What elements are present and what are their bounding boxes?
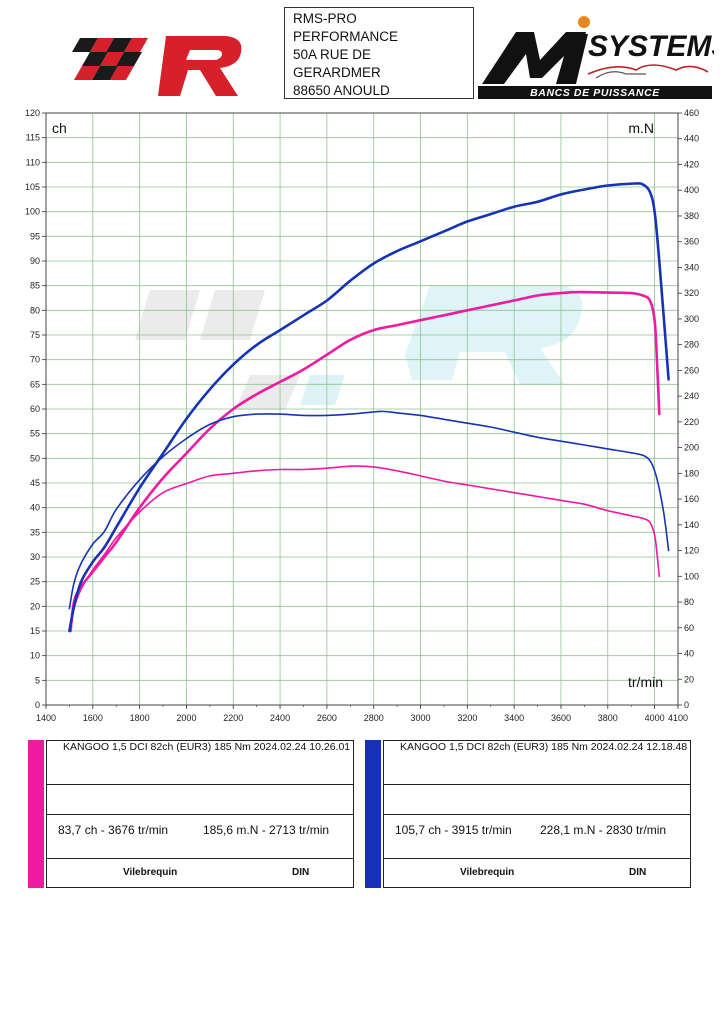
right-tick-label: 140 <box>684 520 699 530</box>
x-tick-label: 3600 <box>551 713 571 723</box>
right-tick-label: 400 <box>684 185 699 195</box>
right-tick-label: 300 <box>684 314 699 324</box>
left-tick-label: 90 <box>30 256 40 266</box>
left-tick-label: 35 <box>30 527 40 537</box>
left-tick-label: 100 <box>25 207 40 217</box>
left-tick-label: 95 <box>30 231 40 241</box>
run-a-color-stripe <box>28 740 44 888</box>
address-line: GERARDMER <box>293 65 381 80</box>
left-tick-label: 60 <box>30 404 40 414</box>
right-unit-label: m.N <box>628 120 654 136</box>
x-tick-label: 4100 <box>668 713 688 723</box>
x-tick-label: 1400 <box>36 713 56 723</box>
measure-method: Vilebrequin <box>460 867 515 878</box>
right-tick-label: 100 <box>684 571 699 581</box>
x-tick-label: 1800 <box>130 713 150 723</box>
left-tick-label: 25 <box>30 577 40 587</box>
max-power: 83,7 ch - 3676 tr/min <box>58 823 169 837</box>
right-tick-label: 380 <box>684 211 699 221</box>
x-tick-label: 3200 <box>457 713 477 723</box>
left-tick-label: 105 <box>25 182 40 192</box>
brand-name: SYSTEMS <box>588 30 714 63</box>
curve-b-power <box>68 182 670 633</box>
right-tick-label: 320 <box>684 288 699 298</box>
right-tick-label: 120 <box>684 546 699 556</box>
address-box: RMS-PRO PERFORMANCE 50A RUE DE GERARDMER… <box>284 7 474 99</box>
watermark-logo <box>135 285 583 410</box>
left-tick-label: 85 <box>30 281 40 291</box>
right-tick-label: 200 <box>684 443 699 453</box>
right-tick-label: 220 <box>684 417 699 427</box>
norm: DIN <box>629 867 647 878</box>
plot-frame <box>45 112 679 706</box>
right-tick-label: 440 <box>684 134 699 144</box>
left-tick-label: 5 <box>35 675 40 685</box>
left-tick-label: 80 <box>30 305 40 315</box>
address-line: 88650 ANOULD <box>293 83 390 98</box>
max-torque: 185,6 m.N - 2713 tr/min <box>203 823 330 837</box>
norm: DIN <box>292 867 310 878</box>
right-tick-label: 280 <box>684 340 699 350</box>
right-tick-label: 260 <box>684 365 699 375</box>
max-torque: 228,1 m.N - 2830 tr/min <box>540 823 667 837</box>
curve-a-torque <box>69 465 661 633</box>
x-tick-label: 3400 <box>504 713 524 723</box>
rms-logo <box>72 36 242 96</box>
left-tick-label: 30 <box>30 552 40 562</box>
right-tick-label: 460 <box>684 108 699 118</box>
x-tick-label: 2400 <box>270 713 290 723</box>
x-tick-label: 2800 <box>364 713 384 723</box>
measure-method: Vilebrequin <box>123 867 178 878</box>
left-tick-label: 50 <box>30 453 40 463</box>
left-tick-label: 120 <box>25 108 40 118</box>
address-line: 50A RUE DE <box>293 47 372 62</box>
left-tick-label: 40 <box>30 503 40 513</box>
left-tick-label: 15 <box>30 626 40 636</box>
brand-tagline: BANCS DE PUISSANCE <box>530 87 660 99</box>
run-title: KANGOO 1,5 DCI 82ch (EUR3) 185 Nm 2024.0… <box>400 741 688 753</box>
right-tick-label: 420 <box>684 159 699 169</box>
run-b-color-stripe <box>365 740 381 888</box>
left-tick-label: 65 <box>30 379 40 389</box>
x-tick-label: 1600 <box>83 713 103 723</box>
x-unit-label: tr/min <box>628 674 663 690</box>
mi-systems-logo: SYSTEMS BANCS DE PUISSANCE <box>478 16 714 99</box>
right-tick-label: 40 <box>684 649 694 659</box>
left-unit-label: ch <box>52 120 67 136</box>
left-tick-label: 10 <box>30 651 40 661</box>
right-tick-label: 180 <box>684 468 699 478</box>
right-tick-label: 360 <box>684 237 699 247</box>
run-title: KANGOO 1,5 DCI 82ch (EUR3) 185 Nm 2024.0… <box>63 741 351 753</box>
left-tick-label: 0 <box>35 700 40 710</box>
curve-a-power <box>69 290 661 633</box>
left-tick-label: 20 <box>30 601 40 611</box>
right-tick-label: 80 <box>684 597 694 607</box>
left-tick-label: 115 <box>26 133 40 143</box>
max-power: 105,7 ch - 3915 tr/min <box>395 823 512 837</box>
left-tick-label: 70 <box>30 355 40 365</box>
x-tick-label: 2200 <box>223 713 243 723</box>
address-line: RMS-PRO <box>293 11 357 26</box>
left-tick-label: 45 <box>30 478 40 488</box>
x-tick-label: 2000 <box>176 713 196 723</box>
x-tick-label: 3800 <box>598 713 618 723</box>
right-tick-label: 60 <box>684 623 694 633</box>
right-tick-label: 340 <box>684 262 699 272</box>
run-a-box: KANGOO 1,5 DCI 82ch (EUR3) 185 Nm 2024.0… <box>46 740 354 888</box>
run-b-box: KANGOO 1,5 DCI 82ch (EUR3) 185 Nm 2024.0… <box>383 740 691 888</box>
left-tick-label: 110 <box>26 157 40 167</box>
x-tick-label: 4000 <box>645 713 665 723</box>
address-line: PERFORMANCE <box>293 29 399 44</box>
left-tick-label: 55 <box>30 429 40 439</box>
x-tick-label: 2600 <box>317 713 337 723</box>
dyno-chart: 0 5 10 15 20 25 30 35 40 45 50 55 60 65 70 75 80 85 90 95 10… <box>25 108 699 723</box>
left-tick-label: 75 <box>30 330 40 340</box>
right-tick-label: 160 <box>684 494 699 504</box>
right-tick-label: 0 <box>684 700 689 710</box>
right-tick-label: 20 <box>684 674 694 684</box>
curve-b-torque <box>68 410 670 610</box>
right-tick-label: 240 <box>684 391 699 401</box>
x-tick-label: 3000 <box>411 713 431 723</box>
